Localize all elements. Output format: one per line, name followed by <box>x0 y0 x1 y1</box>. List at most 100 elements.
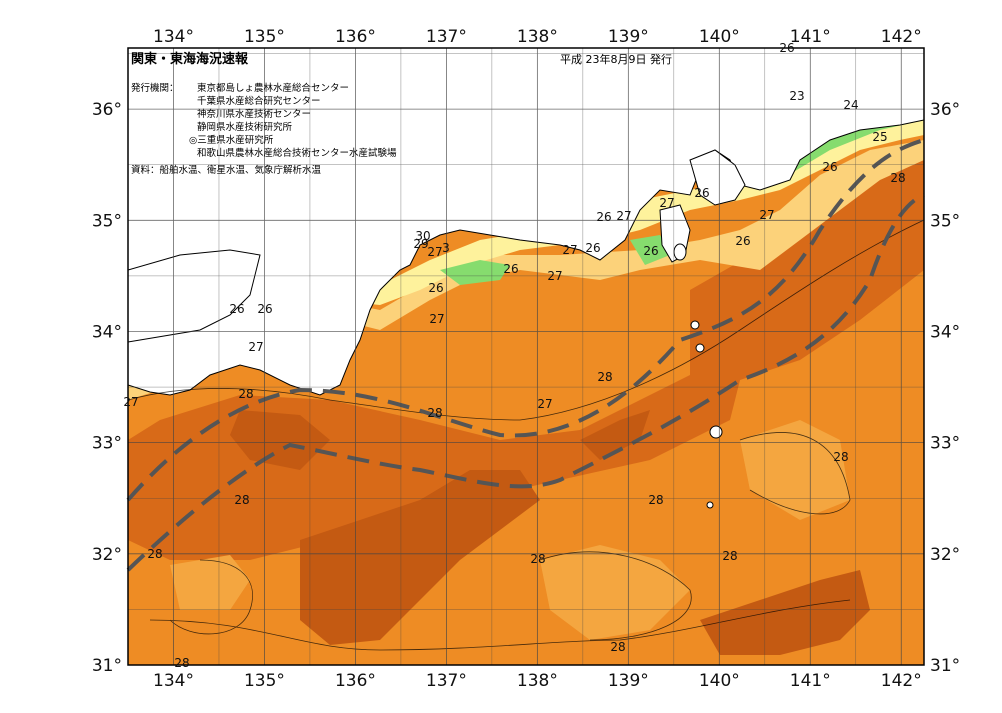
longitude-label: 141° <box>790 27 831 47</box>
isotherm-value-label: 27 <box>547 269 562 283</box>
isotherm-value-label: 26 <box>643 244 658 258</box>
green-patch-suruga <box>630 235 670 265</box>
hot-zone-west <box>230 410 330 470</box>
isotherm-value-label: 24 <box>843 98 858 112</box>
isotherm-value-label: 28 <box>234 493 249 507</box>
latitude-label: 31° <box>92 656 122 676</box>
island-hachijo <box>709 425 723 439</box>
isotherm-value-label: 26 <box>596 210 611 224</box>
isotherm-value-label: 27 <box>429 312 444 326</box>
isotherm-value-label: 27 <box>616 209 631 223</box>
isotherm-value-label: 28 <box>722 549 737 563</box>
longitude-label: 135° <box>244 27 285 47</box>
longitude-label: 142° <box>881 671 922 691</box>
pale-coastal-band <box>128 140 924 400</box>
green-patch-izu-west <box>440 260 510 285</box>
publisher-item: 東京都島しょ農林水産総合センター <box>197 82 349 94</box>
isotherm-value-label: 3 <box>442 241 450 255</box>
isotherm-value-label: 26 <box>585 241 600 255</box>
light-zone-southwest <box>170 555 250 610</box>
longitude-labels-bottom: 134° 135° 136° 137° 138° 139° 140° 141° 142° <box>153 671 922 691</box>
latitude-label: 35° <box>930 211 960 231</box>
longitude-label: 139° <box>608 671 649 691</box>
isotherm-value-label: 28 <box>238 387 253 401</box>
longitude-label: 136° <box>335 27 376 47</box>
map-title: 関東・東海海況速報 <box>131 51 249 67</box>
isotherm-value-label: 28 <box>610 640 625 654</box>
isotherm-value-label: 28 <box>833 450 848 464</box>
longitude-label: 134° <box>153 671 194 691</box>
longitude-label: 138° <box>517 27 558 47</box>
longitude-label: 137° <box>426 671 467 691</box>
longitude-label: 142° <box>881 27 922 47</box>
isotherm-value-label: 30 <box>415 229 430 243</box>
isotherm-value-label: 27 <box>427 245 442 259</box>
data-source: 資料：船舶水温、衛星水温、気象庁解析水温 <box>131 164 322 176</box>
isotherm-value-label: 26 <box>822 160 837 174</box>
island-niijima <box>690 320 700 330</box>
island-izu-oshima <box>673 243 687 261</box>
longitude-label: 141° <box>790 671 831 691</box>
longitude-label: 134° <box>153 27 194 47</box>
isotherm-value-label: 28 <box>597 370 612 384</box>
isotherm-value-label: 26 <box>735 234 750 248</box>
land-boso <box>689 149 746 206</box>
latitude-label: 33° <box>92 434 122 454</box>
publisher-item: 和歌山県農林水産総合技術センター水産試験場 <box>197 147 397 159</box>
hot-zone-southeast <box>700 570 870 655</box>
light-zone-south <box>540 545 690 640</box>
isotherm-value-label: 28 <box>147 547 162 561</box>
longitude-labels-top: 134° 135° 136° 137° 138° 139° 140° 141° 142° <box>153 27 922 47</box>
isotherm-value-label: 26 <box>503 262 518 276</box>
land-shikoku <box>128 249 261 343</box>
isotherm-value-label: 27 <box>759 208 774 222</box>
issue-date: 平成 23年8月9日 発行 <box>560 52 672 66</box>
isotherm-value-label: 27 <box>123 395 138 409</box>
longitude-label: 136° <box>335 671 376 691</box>
isotherm-value-label: 28 <box>427 406 442 420</box>
isotherm-value-label: 26 <box>779 41 794 55</box>
longitude-label: 139° <box>608 27 649 47</box>
island-miyake <box>695 343 705 353</box>
isotherm-value-label: 25 <box>872 130 887 144</box>
isotherm-contours <box>128 219 924 651</box>
kuroshio-south-line <box>126 193 925 572</box>
hot-zone-central-east <box>580 410 650 460</box>
island-kozu <box>706 501 714 509</box>
isotherm-value-label: 27 <box>537 397 552 411</box>
info-block: 関東・東海海況速報 平成 23年8月9日 発行 発行機関： 東京都島しょ農林水産… <box>131 51 672 176</box>
publisher-label: 発行機関： <box>131 82 179 94</box>
publisher-item: ◎三重県水産研究所 <box>189 134 274 146</box>
isotherm-value-label: 27 <box>248 340 263 354</box>
hot-zone-south <box>300 470 540 645</box>
latitude-label: 35° <box>92 211 122 231</box>
isotherm-value-label: 28 <box>174 656 189 670</box>
publisher-item: 静岡県水産技術研究所 <box>197 121 293 133</box>
publisher-item: 千葉県水産総合研究センター <box>197 95 321 107</box>
longitude-label: 138° <box>517 671 558 691</box>
latitude-label: 31° <box>930 656 960 676</box>
publisher-item: 神奈川県水産技術センター <box>197 108 311 120</box>
isotherm-value-label: 26 <box>229 302 244 316</box>
kuroshio-north-line <box>126 138 925 502</box>
warm-zone-east <box>690 150 924 380</box>
isotherm-value-label: 29 <box>413 237 428 251</box>
latitude-labels-left: 36° 35° 34° 33° 32° 31° <box>92 100 122 676</box>
latitude-label: 34° <box>930 322 960 342</box>
isotherm-value-label: 26 <box>428 281 443 295</box>
latitude-label: 36° <box>930 100 960 120</box>
longitude-label: 140° <box>699 671 740 691</box>
light-zone-east <box>740 420 850 520</box>
latitude-labels-right: 36° 35° 34° 33° 32° 31° <box>930 100 960 676</box>
lat-lon-grid <box>127 48 924 666</box>
latitude-label: 32° <box>930 545 960 565</box>
latitude-label: 32° <box>92 545 122 565</box>
isotherm-value-label: 26 <box>257 302 272 316</box>
latitude-label: 33° <box>930 434 960 454</box>
isotherm-value-label: 28 <box>890 171 905 185</box>
isotherm-value-label: 27 <box>562 243 577 257</box>
isotherm-value-label: 28 <box>648 493 663 507</box>
